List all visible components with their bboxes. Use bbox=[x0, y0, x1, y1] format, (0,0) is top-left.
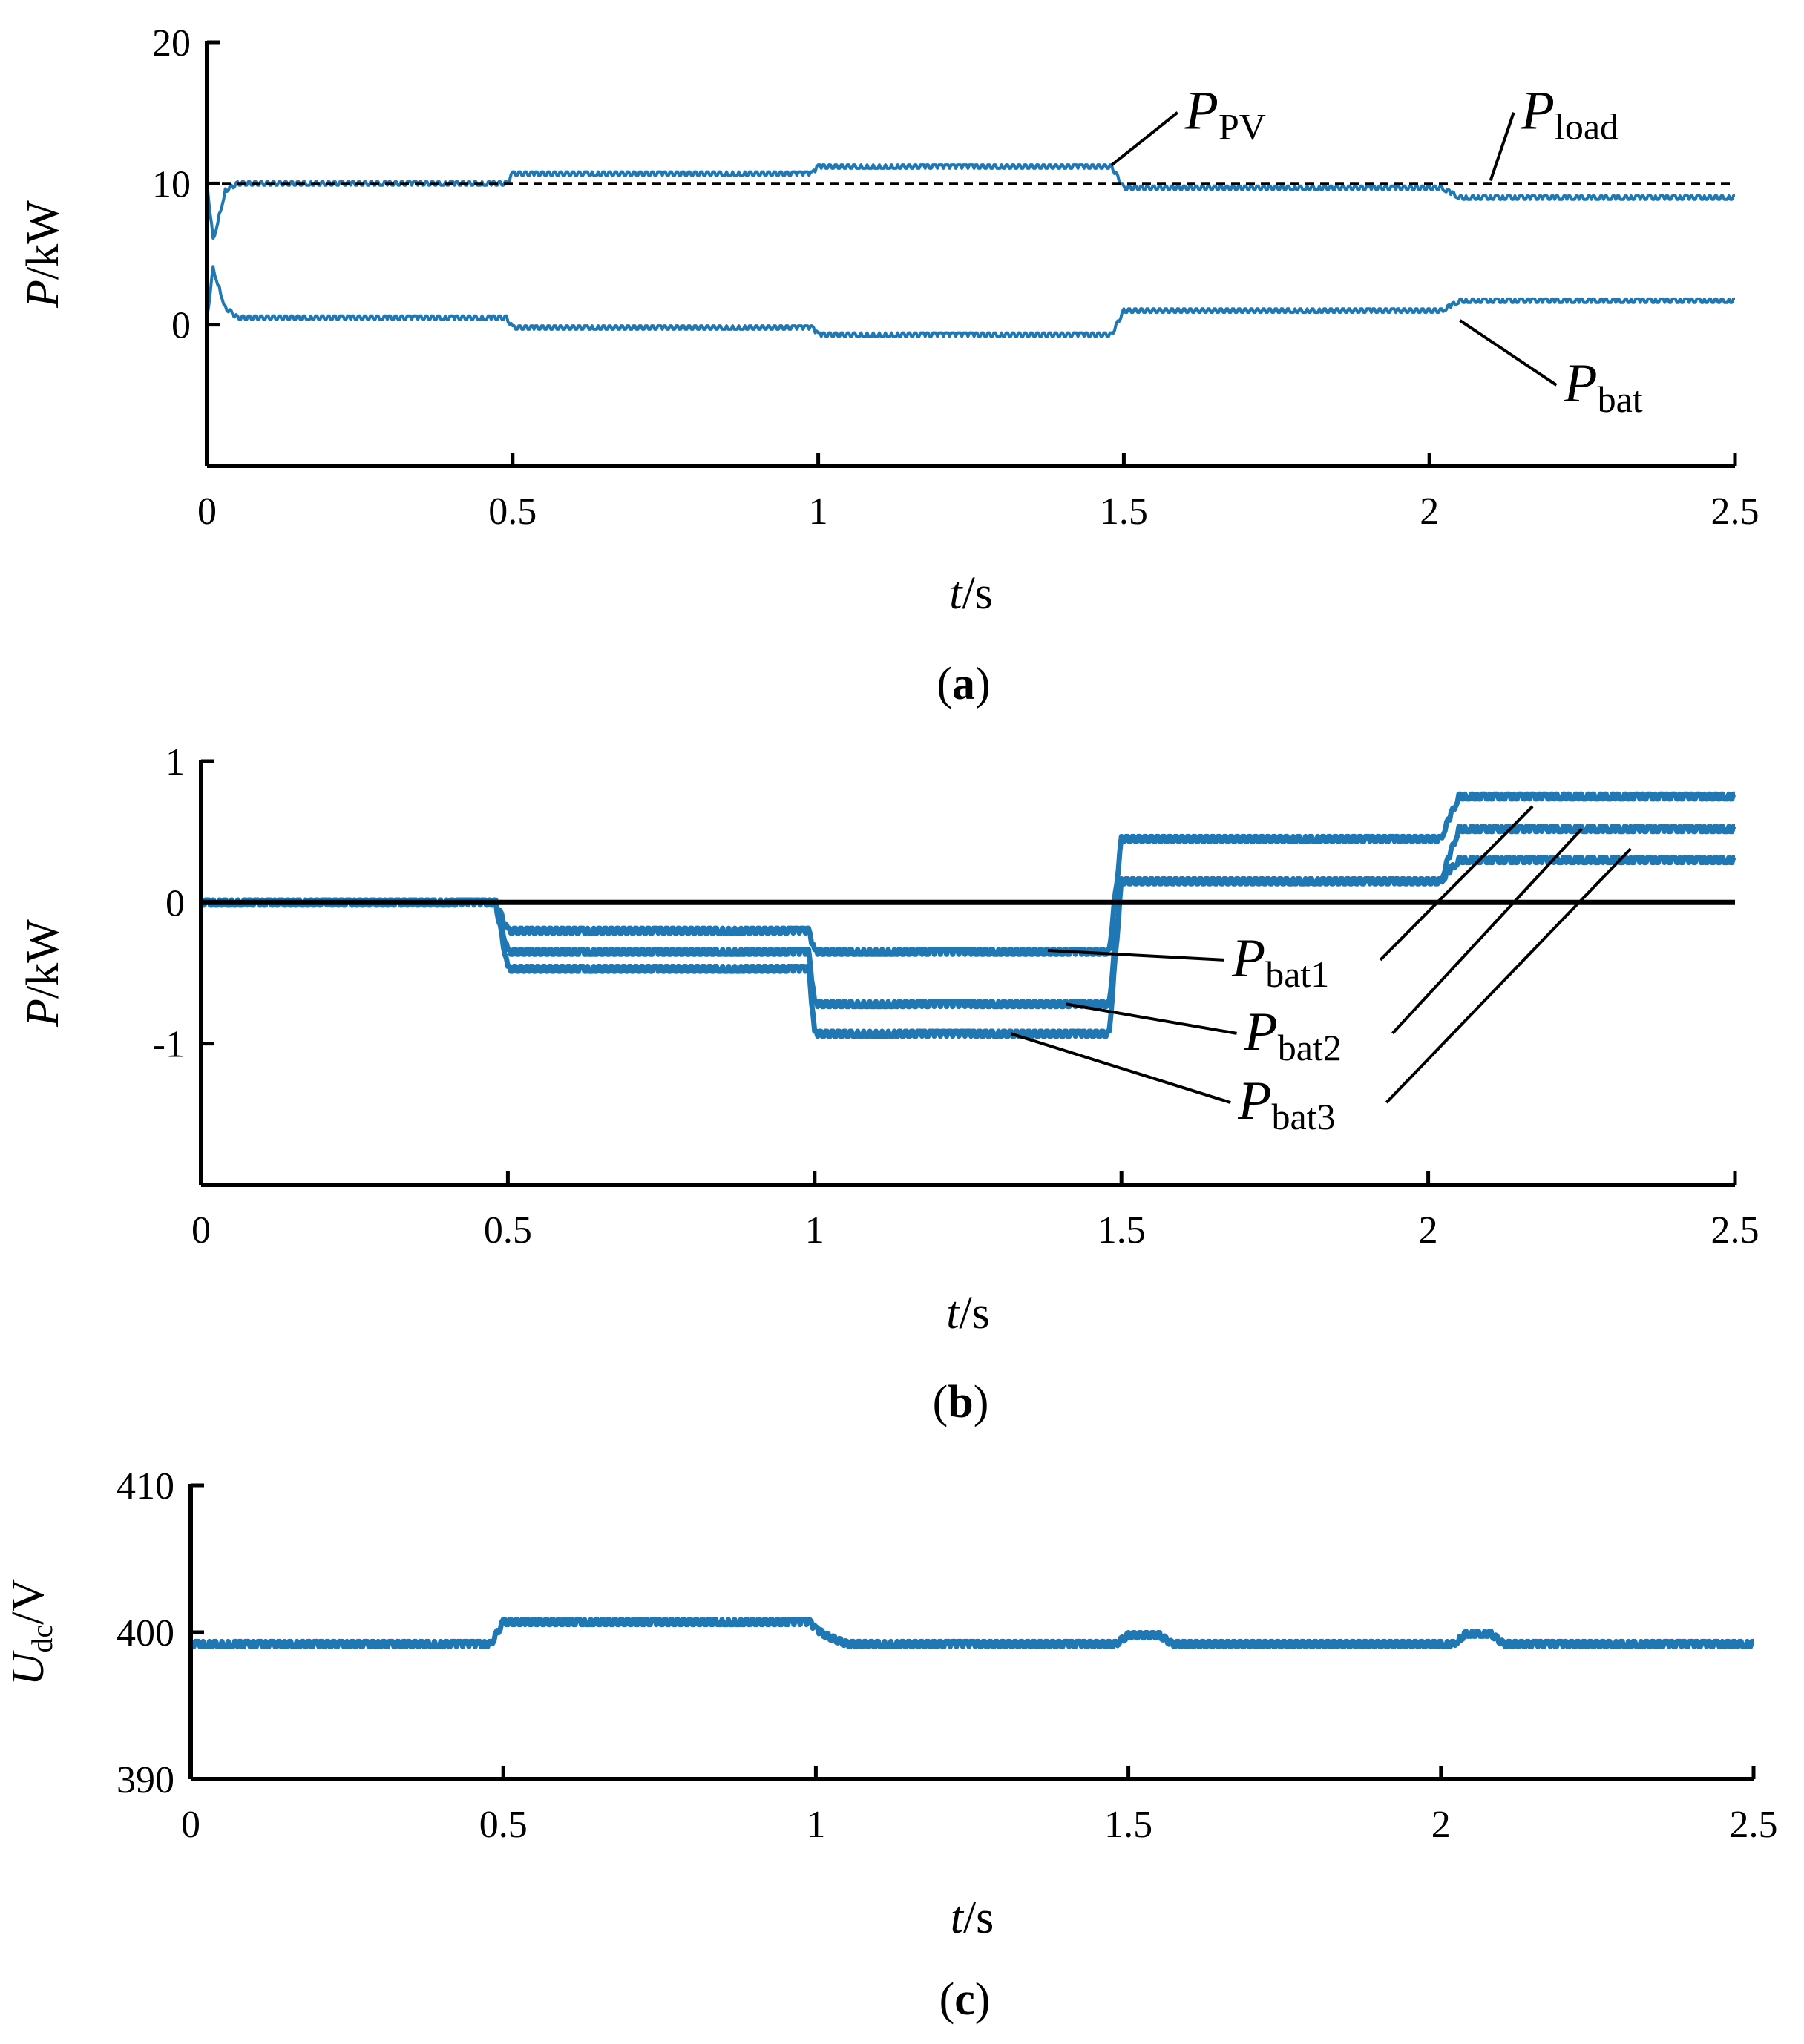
annotation-sub: load bbox=[1555, 106, 1618, 148]
annotation-main: P bbox=[1237, 1071, 1271, 1131]
panel-label-letter: c bbox=[954, 1974, 975, 2025]
y-axis-label-unit: /kW bbox=[18, 919, 68, 999]
x-axis-label-var: t bbox=[946, 1288, 960, 1338]
y-axis-label: Udc/V bbox=[3, 1579, 59, 1686]
annotation-sub: PV bbox=[1218, 106, 1266, 148]
annotation-leader bbox=[1489, 112, 1515, 182]
annotation-main: P bbox=[1244, 1002, 1278, 1062]
panel-label: (a) bbox=[937, 659, 990, 709]
panel-label: (c) bbox=[939, 1974, 991, 2025]
annotation-main: P bbox=[1521, 81, 1555, 142]
x-tick-label: 0.5 bbox=[479, 1804, 528, 1846]
annotation-leader bbox=[1459, 319, 1558, 387]
annotation-label-bat2: Pbat2 bbox=[1244, 1002, 1342, 1068]
x-tick-label: 1 bbox=[806, 1804, 825, 1846]
series-line-u-dc bbox=[188, 1617, 1755, 1649]
x-tick-label: 2.5 bbox=[1711, 1209, 1759, 1252]
panel-label-open: ( bbox=[937, 659, 952, 709]
panel-label-open: ( bbox=[939, 1974, 955, 2025]
annotation-sub: bat3 bbox=[1271, 1096, 1335, 1137]
panel-label-open: ( bbox=[933, 1377, 948, 1427]
chart-panel-c: 0 0.5 1 1.5 2 2.5 410 400 390 t/s Udc/V (c) bbox=[3, 1465, 1778, 2025]
annotation-main: P bbox=[1231, 928, 1265, 989]
x-axis-label-unit: /s bbox=[959, 1288, 989, 1338]
annotation-label-bat1: Pbat1 bbox=[1231, 928, 1329, 995]
annotation-main: P bbox=[1184, 81, 1218, 142]
y-tick-label: 410 bbox=[117, 1465, 174, 1508]
x-axis-label-unit: /s bbox=[962, 568, 992, 619]
x-axis-label: t/s bbox=[946, 1288, 990, 1338]
x-tick-label: 0.5 bbox=[484, 1209, 532, 1252]
x-tick-label: 1.5 bbox=[1100, 490, 1148, 533]
x-tick-label: 1 bbox=[805, 1209, 824, 1252]
annotation-leader-2 bbox=[1385, 847, 1632, 1104]
x-tick-label: 0.5 bbox=[488, 490, 537, 533]
annotation-main: P bbox=[1563, 353, 1597, 414]
annotation-leader-2 bbox=[1391, 828, 1583, 1035]
panel-label-close: ) bbox=[975, 659, 991, 709]
panel-label-letter: a bbox=[952, 659, 975, 709]
y-tick-label: 10 bbox=[152, 163, 191, 206]
annotation-leader bbox=[1010, 1032, 1231, 1105]
x-tick-label: 2 bbox=[1419, 1209, 1438, 1252]
annotation-label-bat: Pbat bbox=[1563, 353, 1642, 420]
x-axis-label: t/s bbox=[949, 568, 993, 619]
y-axis-label-unit: /kW bbox=[18, 200, 68, 280]
y-axis-label-var: U bbox=[3, 1649, 53, 1686]
x-axis-label-var: t bbox=[951, 1893, 965, 1943]
x-axis-label-unit: /s bbox=[963, 1893, 994, 1943]
y-tick-label: 0 bbox=[171, 305, 191, 347]
panel-label-letter: b bbox=[948, 1377, 973, 1427]
annotation-sub: bat bbox=[1598, 378, 1643, 420]
x-tick-label: 0 bbox=[181, 1804, 200, 1846]
x-tick-label: 0 bbox=[191, 1209, 211, 1252]
x-tick-label: 2.5 bbox=[1730, 1804, 1778, 1846]
series-line-p-bat bbox=[206, 265, 1735, 338]
annotation-label-pv: PPV bbox=[1184, 81, 1266, 148]
y-tick-label: 400 bbox=[117, 1612, 174, 1654]
series-line-p-bat1 bbox=[198, 791, 1736, 957]
y-tick-label: 1 bbox=[165, 741, 185, 783]
x-tick-label: 1 bbox=[809, 490, 828, 533]
annotation-leader-2 bbox=[1379, 805, 1534, 962]
y-tick-label: -1 bbox=[153, 1024, 185, 1066]
panel-label: (b) bbox=[933, 1377, 989, 1427]
chart-panel-b: 0 0.5 1 1.5 2 2.510-1t/sP/kW Pbat1Pbat2Pbat3(b… bbox=[18, 741, 1759, 1427]
y-axis-label-var: P bbox=[18, 999, 68, 1028]
annotation-sub: bat2 bbox=[1278, 1027, 1342, 1068]
x-axis-label: t/s bbox=[951, 1893, 994, 1943]
x-tick-label: 1.5 bbox=[1098, 1209, 1146, 1252]
y-axis-label-var: P bbox=[18, 280, 68, 309]
annotation-label-bat3: Pbat3 bbox=[1237, 1071, 1335, 1137]
y-axis-label-unit: /V bbox=[3, 1579, 53, 1625]
x-tick-label: 2.5 bbox=[1711, 490, 1759, 533]
annotation-leader bbox=[1110, 111, 1179, 167]
x-tick-label: 1.5 bbox=[1104, 1804, 1152, 1846]
panel-label-close: ) bbox=[974, 1377, 989, 1427]
annotation-leader bbox=[1066, 1002, 1237, 1035]
y-axis-label-sub: dc bbox=[25, 1625, 59, 1653]
y-tick-label: 0 bbox=[165, 882, 185, 924]
x-tick-label: 0 bbox=[197, 490, 217, 533]
x-axis-label-var: t bbox=[949, 568, 963, 619]
series-line-p-pv bbox=[206, 163, 1735, 240]
y-axis-label: P/kW bbox=[18, 200, 68, 309]
panel-label-close: ) bbox=[975, 1974, 991, 2025]
annotation-leader bbox=[1047, 949, 1225, 962]
x-tick-label: 2 bbox=[1420, 490, 1439, 533]
y-tick-label: 20 bbox=[152, 22, 191, 65]
annotation-sub: bat1 bbox=[1265, 953, 1329, 995]
x-tick-label: 2 bbox=[1431, 1804, 1451, 1846]
y-axis-label: P/kW bbox=[18, 919, 68, 1028]
annotation-label-load: Pload bbox=[1521, 81, 1618, 148]
y-tick-label: 390 bbox=[117, 1759, 174, 1801]
